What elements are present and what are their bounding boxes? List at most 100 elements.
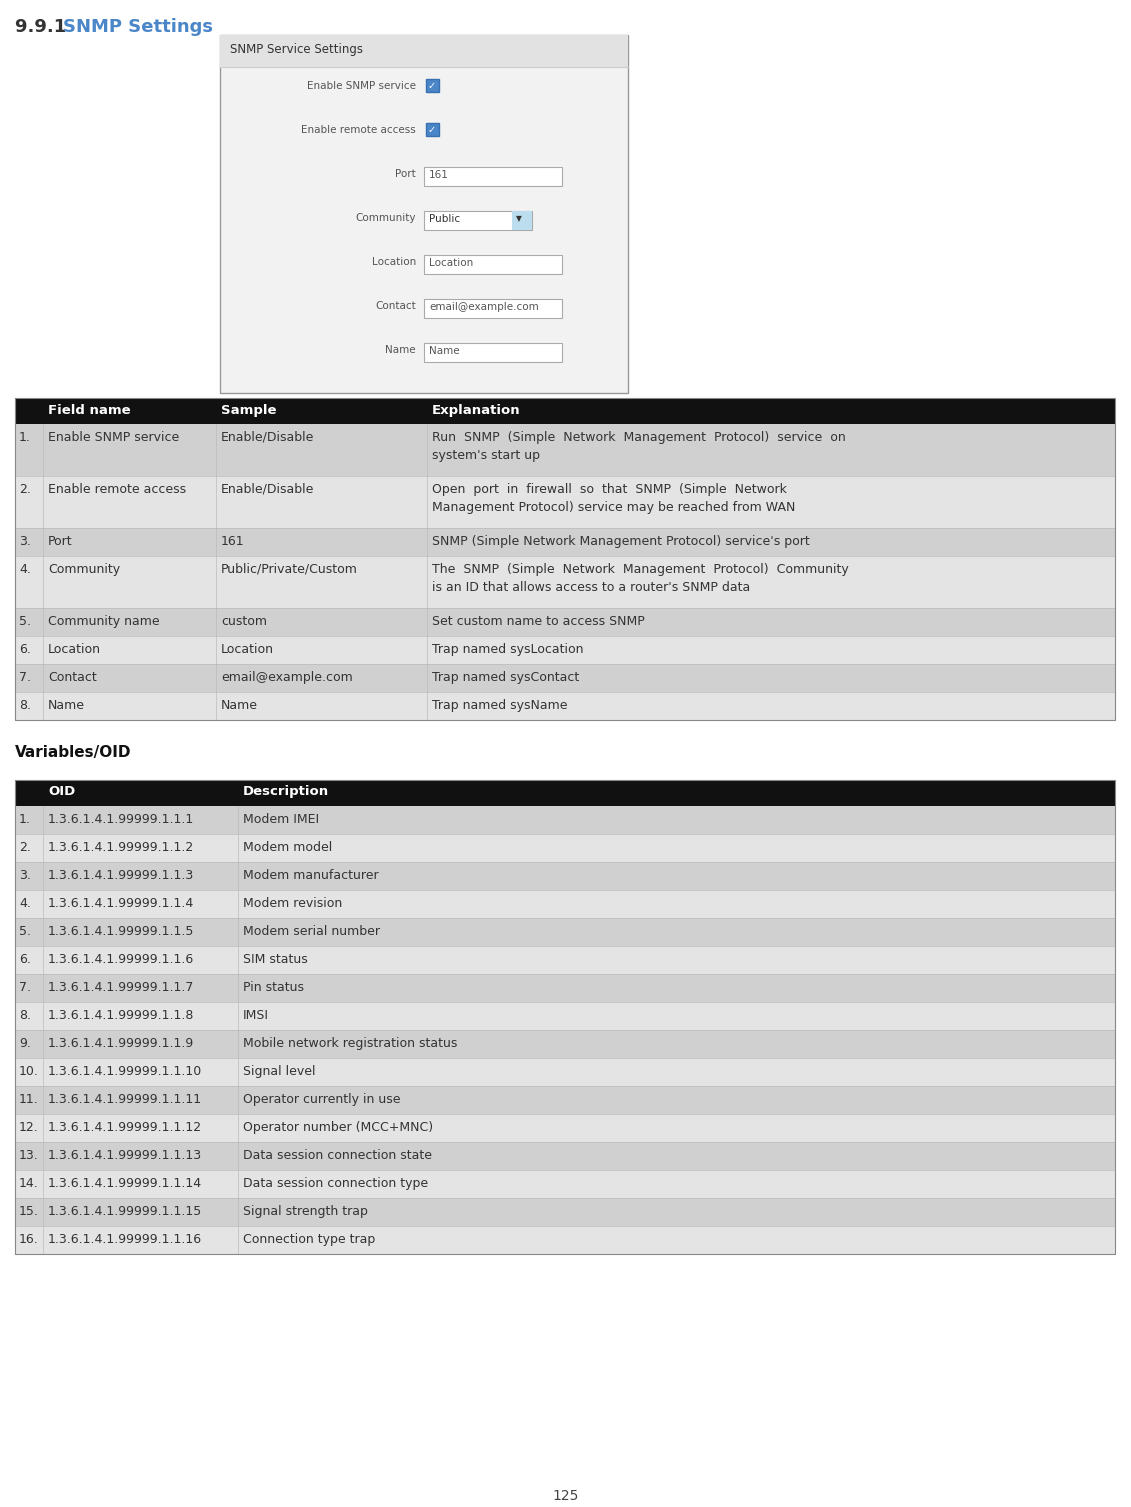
- Text: Data session connection type: Data session connection type: [243, 1177, 429, 1191]
- Text: Variables/OID: Variables/OID: [15, 744, 131, 760]
- Text: Location: Location: [48, 643, 101, 656]
- Text: 4.: 4.: [19, 897, 31, 910]
- Bar: [15, 781, 1115, 806]
- Text: Field name: Field name: [48, 404, 130, 417]
- Text: 1.3.6.1.4.1.99999.1.1.8: 1.3.6.1.4.1.99999.1.1.8: [48, 1010, 195, 1022]
- Text: 1.3.6.1.4.1.99999.1.1.15: 1.3.6.1.4.1.99999.1.1.15: [48, 1206, 202, 1218]
- Text: Modem model: Modem model: [243, 841, 333, 854]
- Text: 1.: 1.: [19, 431, 31, 445]
- Text: Open  port  in  firewall  so  that  SNMP  (Simple  Network
Management Protocol) : Open port in firewall so that SNMP (Simp…: [432, 484, 795, 514]
- Text: 6.: 6.: [19, 643, 31, 656]
- Bar: [15, 1029, 1115, 1058]
- Text: 1.3.6.1.4.1.99999.1.1.16: 1.3.6.1.4.1.99999.1.1.16: [48, 1233, 202, 1246]
- Text: 1.3.6.1.4.1.99999.1.1.11: 1.3.6.1.4.1.99999.1.1.11: [48, 1093, 202, 1106]
- Bar: [15, 974, 1115, 1002]
- Text: Modem manufacturer: Modem manufacturer: [243, 870, 379, 882]
- Text: ▼: ▼: [516, 214, 521, 223]
- Bar: [221, 35, 628, 66]
- Bar: [15, 665, 1115, 692]
- Bar: [424, 344, 562, 362]
- Bar: [15, 398, 1115, 720]
- Bar: [424, 298, 562, 318]
- Text: Trap named sysLocation: Trap named sysLocation: [432, 643, 584, 656]
- Text: Operator number (MCC+MNC): Operator number (MCC+MNC): [243, 1121, 433, 1133]
- Text: 3.: 3.: [19, 870, 31, 882]
- Text: Contact: Contact: [48, 671, 97, 684]
- Bar: [15, 806, 1115, 833]
- Text: 16.: 16.: [19, 1233, 38, 1246]
- Bar: [15, 692, 1115, 720]
- Text: Operator currently in use: Operator currently in use: [243, 1093, 400, 1106]
- Text: IMSI: IMSI: [243, 1010, 269, 1022]
- Text: Community: Community: [355, 212, 416, 223]
- Bar: [15, 636, 1115, 665]
- Text: Location: Location: [429, 258, 473, 268]
- Text: 11.: 11.: [19, 1093, 38, 1106]
- Bar: [15, 781, 1115, 1254]
- Text: 14.: 14.: [19, 1177, 38, 1191]
- Text: 12.: 12.: [19, 1121, 38, 1133]
- Text: SNMP (Simple Network Management Protocol) service's port: SNMP (Simple Network Management Protocol…: [432, 535, 810, 549]
- Text: Connection type trap: Connection type trap: [243, 1233, 375, 1246]
- Text: custom: custom: [221, 615, 267, 628]
- Text: Trap named sysName: Trap named sysName: [432, 699, 568, 711]
- Text: OID: OID: [48, 785, 76, 799]
- Bar: [15, 556, 1115, 607]
- Text: Public/Private/Custom: Public/Private/Custom: [221, 564, 357, 576]
- Bar: [15, 1142, 1115, 1169]
- Text: Enable/Disable: Enable/Disable: [221, 484, 314, 496]
- Bar: [426, 78, 439, 92]
- Text: Name: Name: [221, 699, 258, 711]
- Text: Community name: Community name: [48, 615, 159, 628]
- Text: Enable SNMP service: Enable SNMP service: [48, 431, 179, 445]
- Text: Contact: Contact: [375, 301, 416, 310]
- Bar: [512, 211, 532, 231]
- Bar: [426, 124, 439, 136]
- Bar: [15, 1087, 1115, 1114]
- Bar: [15, 918, 1115, 946]
- Text: SNMP Settings: SNMP Settings: [63, 18, 213, 36]
- Text: Data session connection state: Data session connection state: [243, 1148, 432, 1162]
- Bar: [15, 862, 1115, 891]
- Text: Modem IMEI: Modem IMEI: [243, 812, 319, 826]
- Text: 1.3.6.1.4.1.99999.1.1.14: 1.3.6.1.4.1.99999.1.1.14: [48, 1177, 202, 1191]
- Text: 1.3.6.1.4.1.99999.1.1.7: 1.3.6.1.4.1.99999.1.1.7: [48, 981, 195, 995]
- Text: 7.: 7.: [19, 671, 31, 684]
- Text: 1.3.6.1.4.1.99999.1.1.3: 1.3.6.1.4.1.99999.1.1.3: [48, 870, 195, 882]
- Text: 1.3.6.1.4.1.99999.1.1.6: 1.3.6.1.4.1.99999.1.1.6: [48, 952, 195, 966]
- Text: 8.: 8.: [19, 699, 31, 711]
- Text: email@example.com: email@example.com: [221, 671, 353, 684]
- Bar: [15, 833, 1115, 862]
- Bar: [424, 167, 562, 185]
- Text: 1.3.6.1.4.1.99999.1.1.13: 1.3.6.1.4.1.99999.1.1.13: [48, 1148, 202, 1162]
- Text: Port: Port: [395, 169, 416, 179]
- Text: 2.: 2.: [19, 841, 31, 854]
- Text: 1.3.6.1.4.1.99999.1.1.12: 1.3.6.1.4.1.99999.1.1.12: [48, 1121, 202, 1133]
- Text: Enable remote access: Enable remote access: [48, 484, 187, 496]
- Text: 1.3.6.1.4.1.99999.1.1.9: 1.3.6.1.4.1.99999.1.1.9: [48, 1037, 195, 1050]
- Text: Name: Name: [386, 345, 416, 356]
- Text: SNMP Service Settings: SNMP Service Settings: [230, 44, 363, 56]
- Text: Description: Description: [243, 785, 329, 799]
- Text: 1.3.6.1.4.1.99999.1.1.4: 1.3.6.1.4.1.99999.1.1.4: [48, 897, 195, 910]
- Text: The  SNMP  (Simple  Network  Management  Protocol)  Community
is an ID that allo: The SNMP (Simple Network Management Prot…: [432, 564, 848, 594]
- Text: Mobile network registration status: Mobile network registration status: [243, 1037, 457, 1050]
- Bar: [15, 607, 1115, 636]
- Text: Sample: Sample: [221, 404, 276, 417]
- Text: Name: Name: [429, 347, 459, 356]
- Text: 13.: 13.: [19, 1148, 38, 1162]
- Bar: [15, 1058, 1115, 1087]
- Text: ✓: ✓: [428, 125, 435, 136]
- Text: Set custom name to access SNMP: Set custom name to access SNMP: [432, 615, 645, 628]
- Text: 125: 125: [552, 1489, 579, 1502]
- Text: 161: 161: [429, 170, 449, 179]
- Text: Signal strength trap: Signal strength trap: [243, 1206, 368, 1218]
- Text: Enable SNMP service: Enable SNMP service: [307, 81, 416, 90]
- Text: 5.: 5.: [19, 925, 31, 937]
- Text: Public: Public: [429, 214, 460, 225]
- Text: 9.: 9.: [19, 1037, 31, 1050]
- Text: Run  SNMP  (Simple  Network  Management  Protocol)  service  on
system's start u: Run SNMP (Simple Network Management Prot…: [432, 431, 846, 463]
- Text: Signal level: Signal level: [243, 1065, 316, 1078]
- Bar: [15, 476, 1115, 527]
- Text: Enable/Disable: Enable/Disable: [221, 431, 314, 445]
